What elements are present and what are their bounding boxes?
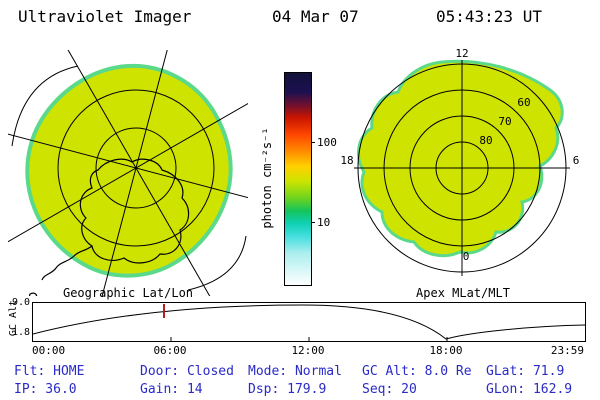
apex-grid xyxy=(354,60,570,276)
apex-plot-caption: Apex MLat/MLT xyxy=(416,286,510,300)
status-glon: GLon: 162.9 xyxy=(486,382,573,397)
status-row-1: Flt: HOME Door: Closed Mode: Normal GC A… xyxy=(0,364,600,380)
antarctica-coastline xyxy=(29,158,190,296)
altitude-curve-canvas xyxy=(32,304,586,341)
status-dsp: Dsp: 179.9 xyxy=(248,382,327,397)
colorbar-gradient xyxy=(284,72,312,286)
status-gain: Gain: 14 xyxy=(140,382,203,397)
altitude-chart xyxy=(32,302,586,342)
status-door: Door: Closed xyxy=(140,364,234,379)
alt-ytick-top: 9.0 xyxy=(11,297,30,308)
alt-ytick-bottom: 1.8 xyxy=(11,327,30,338)
xtick-1800: 18:00 xyxy=(429,344,463,357)
altitude-axis-ticks xyxy=(170,337,448,341)
mlt-label-18: 18 xyxy=(340,154,353,167)
colorbar-tick-10: 10 xyxy=(317,216,331,229)
geo-grid xyxy=(8,50,248,296)
mlt-label-6: 6 xyxy=(573,154,580,167)
altitude-curve xyxy=(32,304,586,340)
status-flt: Flt: HOME xyxy=(14,364,85,379)
header-time: 05:43:23 UT xyxy=(436,7,542,26)
xtick-1200: 12:00 xyxy=(291,344,325,357)
status-seq: Seq: 20 xyxy=(362,382,417,397)
geo-image-disk xyxy=(25,63,233,278)
mlat-label-70: 70 xyxy=(498,115,511,128)
apex-image-plot: 12 0 18 6 80 70 60 xyxy=(340,48,580,276)
colorbar-label: photon cm⁻²s⁻¹ xyxy=(260,127,274,229)
colorbar-tick-100: 100 xyxy=(317,136,337,149)
colorbar-tickmark-10 xyxy=(311,222,315,223)
mlat-label-80: 80 xyxy=(479,134,492,147)
mlat-label-60: 60 xyxy=(517,96,530,109)
app-title: Ultraviolet Imager xyxy=(18,7,192,26)
xtick-0600: 06:00 xyxy=(153,344,187,357)
status-ip: IP: 36.0 xyxy=(14,382,77,397)
colorbar-tickmark-100 xyxy=(311,142,315,143)
mlt-label-0: 0 xyxy=(463,250,470,263)
status-glat: GLat: 71.9 xyxy=(486,364,565,379)
xtick-2359: 23:59 xyxy=(550,344,584,357)
xtick-0000: 00:00 xyxy=(32,344,66,357)
geo-plot-caption: Geographic Lat/Lon xyxy=(62,286,194,300)
altitude-x-axis: 00:00 06:00 12:00 18:00 23:59 xyxy=(32,344,584,358)
status-gc-alt: GC Alt: 8.0 Re xyxy=(362,364,472,379)
header-date: 04 Mar 07 xyxy=(272,7,359,26)
status-mode: Mode: Normal xyxy=(248,364,342,379)
status-row-2: IP: 36.0 Gain: 14 Dsp: 179.9 Seq: 20 GLo… xyxy=(0,382,600,398)
geo-image-plot xyxy=(8,50,248,296)
mlt-label-12: 12 xyxy=(455,48,468,60)
